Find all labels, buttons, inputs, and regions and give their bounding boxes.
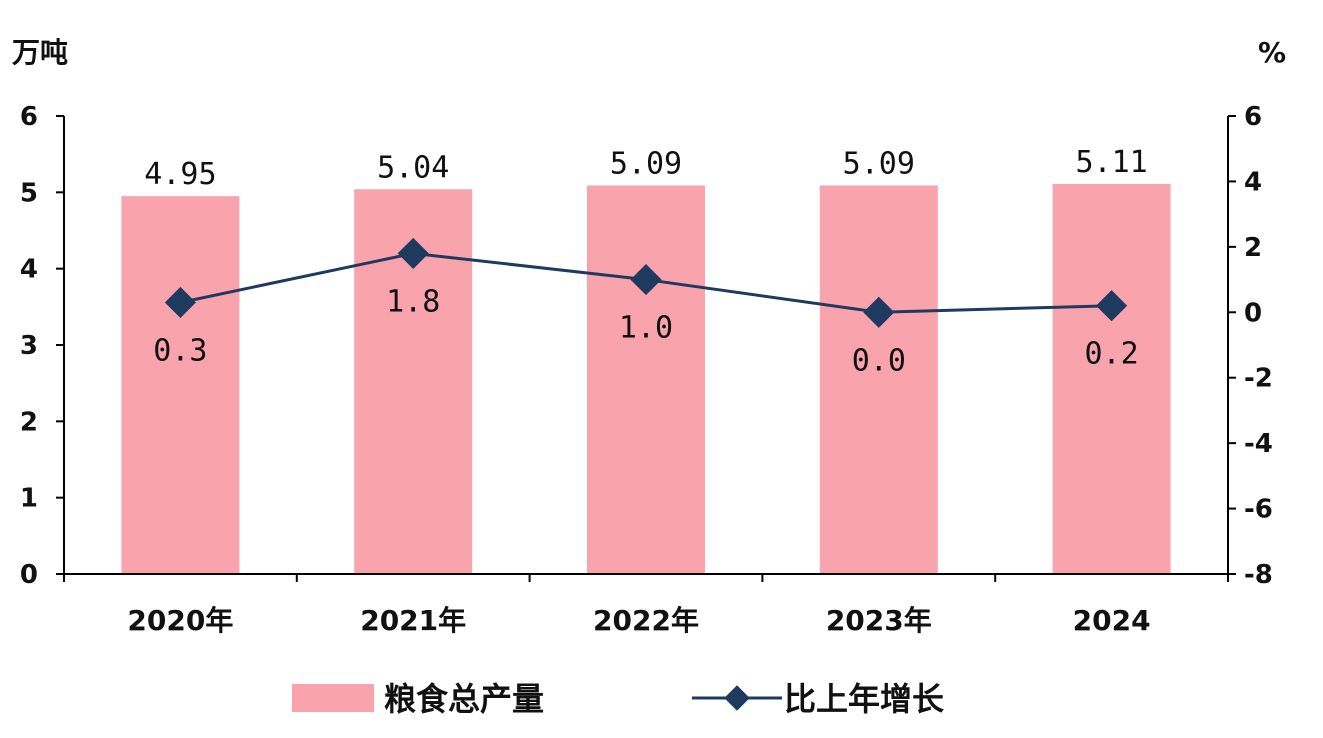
right-tick-label-1: -6 — [1244, 495, 1273, 525]
left-tick-label-6: 6 — [20, 102, 38, 132]
growth-marker-3 — [863, 296, 895, 328]
bar-2 — [587, 185, 705, 575]
left-tick-label-4: 4 — [20, 255, 38, 285]
legend-swatch-marker — [724, 685, 750, 711]
growth-marker-1 — [397, 237, 429, 269]
left-tick-label-1: 1 — [20, 484, 38, 514]
left-tick-label-3: 3 — [20, 331, 38, 361]
bar-value-label-2: 5.09 — [610, 146, 682, 181]
legend-label-bar: 粮食总产量 — [384, 680, 544, 718]
bars-layer — [121, 183, 1171, 575]
growth-marker-2 — [630, 264, 662, 296]
bar-value-label-0: 4.95 — [144, 157, 216, 192]
growth-marker-4 — [1096, 290, 1128, 322]
growth-value-label-3: 0.0 — [852, 343, 906, 378]
legend: 粮食总产量 比上年增长 — [292, 680, 944, 718]
growth-value-label-4: 0.2 — [1085, 337, 1139, 372]
legend-swatch-bar — [292, 684, 374, 712]
axes-layer: 0 1 2 3 4 5 6 -8 -6 -4 -2 0 2 4 6 2020年 2021年 2022年 2023年 2… — [20, 102, 1273, 637]
right-tick-label-5: 2 — [1244, 233, 1262, 263]
x-tick-label-0: 2020年 — [127, 604, 233, 637]
left-tick-label-0: 0 — [20, 560, 38, 590]
line-layer — [164, 237, 1128, 328]
bar-3 — [819, 185, 938, 575]
growth-marker-0 — [164, 286, 196, 319]
x-tick-label-1: 2021年 — [360, 604, 466, 637]
right-tick-label-3: -2 — [1244, 364, 1273, 394]
bar-value-label-1: 5.04 — [377, 150, 449, 185]
right-axis-unit: % — [1258, 36, 1286, 69]
labels-layer: 4.95 5.04 5.09 5.09 5.11 0.3 1.8 1.0 0.0 0.2 — [144, 145, 1147, 378]
right-tick-label-2: -4 — [1244, 429, 1273, 459]
right-tick-label-7: 6 — [1244, 102, 1262, 132]
growth-value-label-2: 1.0 — [619, 311, 673, 346]
left-tick-label-5: 5 — [20, 178, 38, 208]
right-tick-label-4: 0 — [1244, 298, 1262, 328]
left-tick-label-2: 2 — [20, 407, 38, 437]
bar-value-label-4: 5.11 — [1075, 145, 1147, 180]
bar-0 — [121, 196, 240, 574]
bar-4 — [1052, 183, 1171, 575]
growth-value-label-1: 1.8 — [386, 284, 440, 319]
x-tick-label-3: 2023年 — [826, 604, 932, 637]
x-tick-label-4: 2024 — [1073, 604, 1151, 637]
x-tick-label-2: 2022年 — [593, 604, 699, 637]
right-tick-label-0: -8 — [1244, 560, 1273, 590]
growth-value-label-0: 0.3 — [153, 333, 207, 368]
bar-value-label-3: 5.09 — [843, 146, 915, 181]
right-tick-label-6: 4 — [1244, 167, 1262, 197]
legend-label-line: 比上年增长 — [784, 680, 944, 718]
left-axis-unit: 万吨 — [12, 36, 68, 69]
